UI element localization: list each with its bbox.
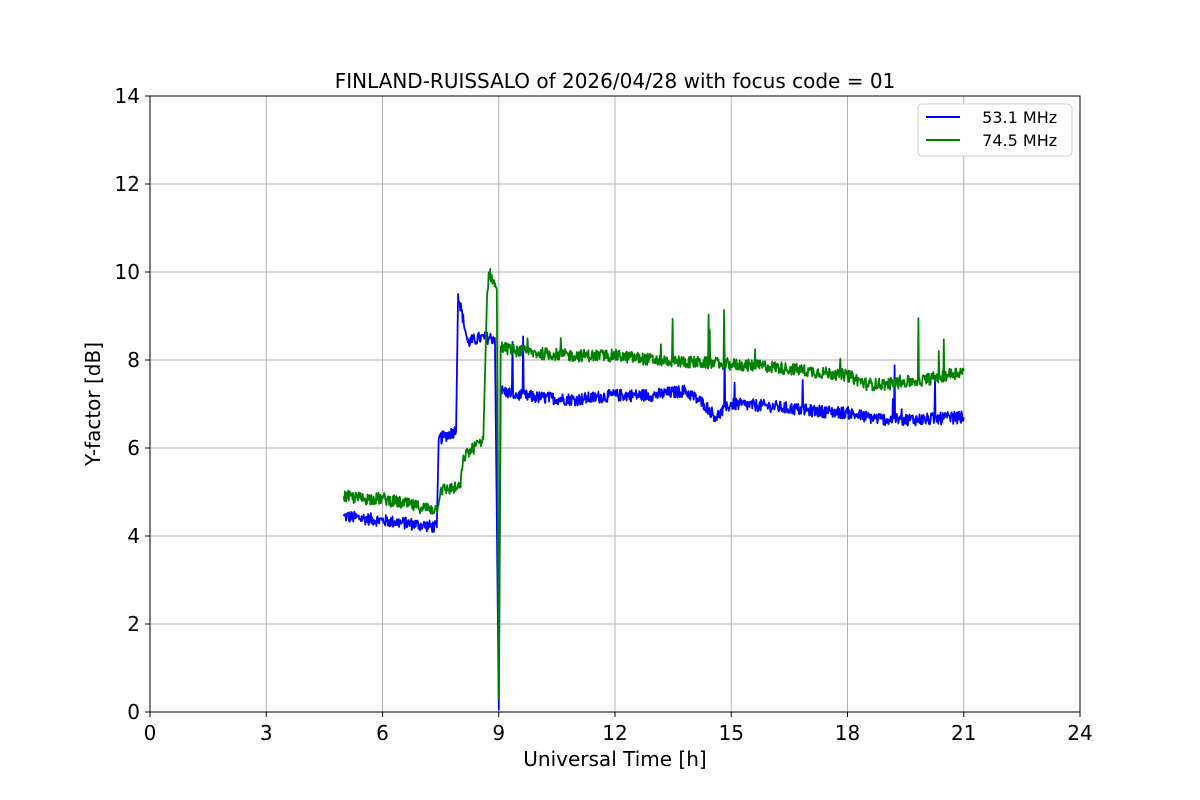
series-line-74mhz: [342, 268, 965, 700]
x-tick-label: 21: [951, 721, 976, 745]
y-axis-label: Y-factor [dB]: [81, 342, 105, 467]
series-layer: [342, 268, 965, 711]
y-tick-label: 14: [115, 84, 140, 108]
y-tick-label: 2: [127, 612, 140, 636]
x-tick-label: 3: [260, 721, 273, 745]
legend-label-53mhz: 53.1 MHz: [972, 108, 1057, 127]
x-tick-label: 18: [835, 721, 860, 745]
x-tick-label: 0: [144, 721, 157, 745]
y-tick-label: 0: [127, 700, 140, 724]
chart-title: FINLAND-RUISSALO of 2026/04/28 with focu…: [335, 69, 896, 93]
x-axis-label: Universal Time [h]: [523, 747, 706, 771]
x-tick-label: 15: [719, 721, 744, 745]
x-tick-label: 6: [376, 721, 389, 745]
y-tick-label: 10: [115, 260, 140, 284]
y-axis-ticks: 0 2 4 6 8 10 12 14: [115, 84, 150, 724]
legend-label-74mhz: 74.5 MHz: [972, 131, 1057, 150]
x-tick-label: 9: [492, 721, 505, 745]
y-tick-label: 4: [127, 524, 140, 548]
x-tick-label: 12: [602, 721, 627, 745]
y-tick-label: 12: [115, 172, 140, 196]
series-line-53mhz: [342, 293, 965, 711]
y-tick-label: 6: [127, 436, 140, 460]
y-tick-label: 8: [127, 348, 140, 372]
x-axis-ticks: 0 3 6 9 12 15 18 21 24: [144, 712, 1093, 745]
x-tick-label: 24: [1067, 721, 1092, 745]
legend: 53.1 MHz 74.5 MHz: [917, 103, 1073, 157]
